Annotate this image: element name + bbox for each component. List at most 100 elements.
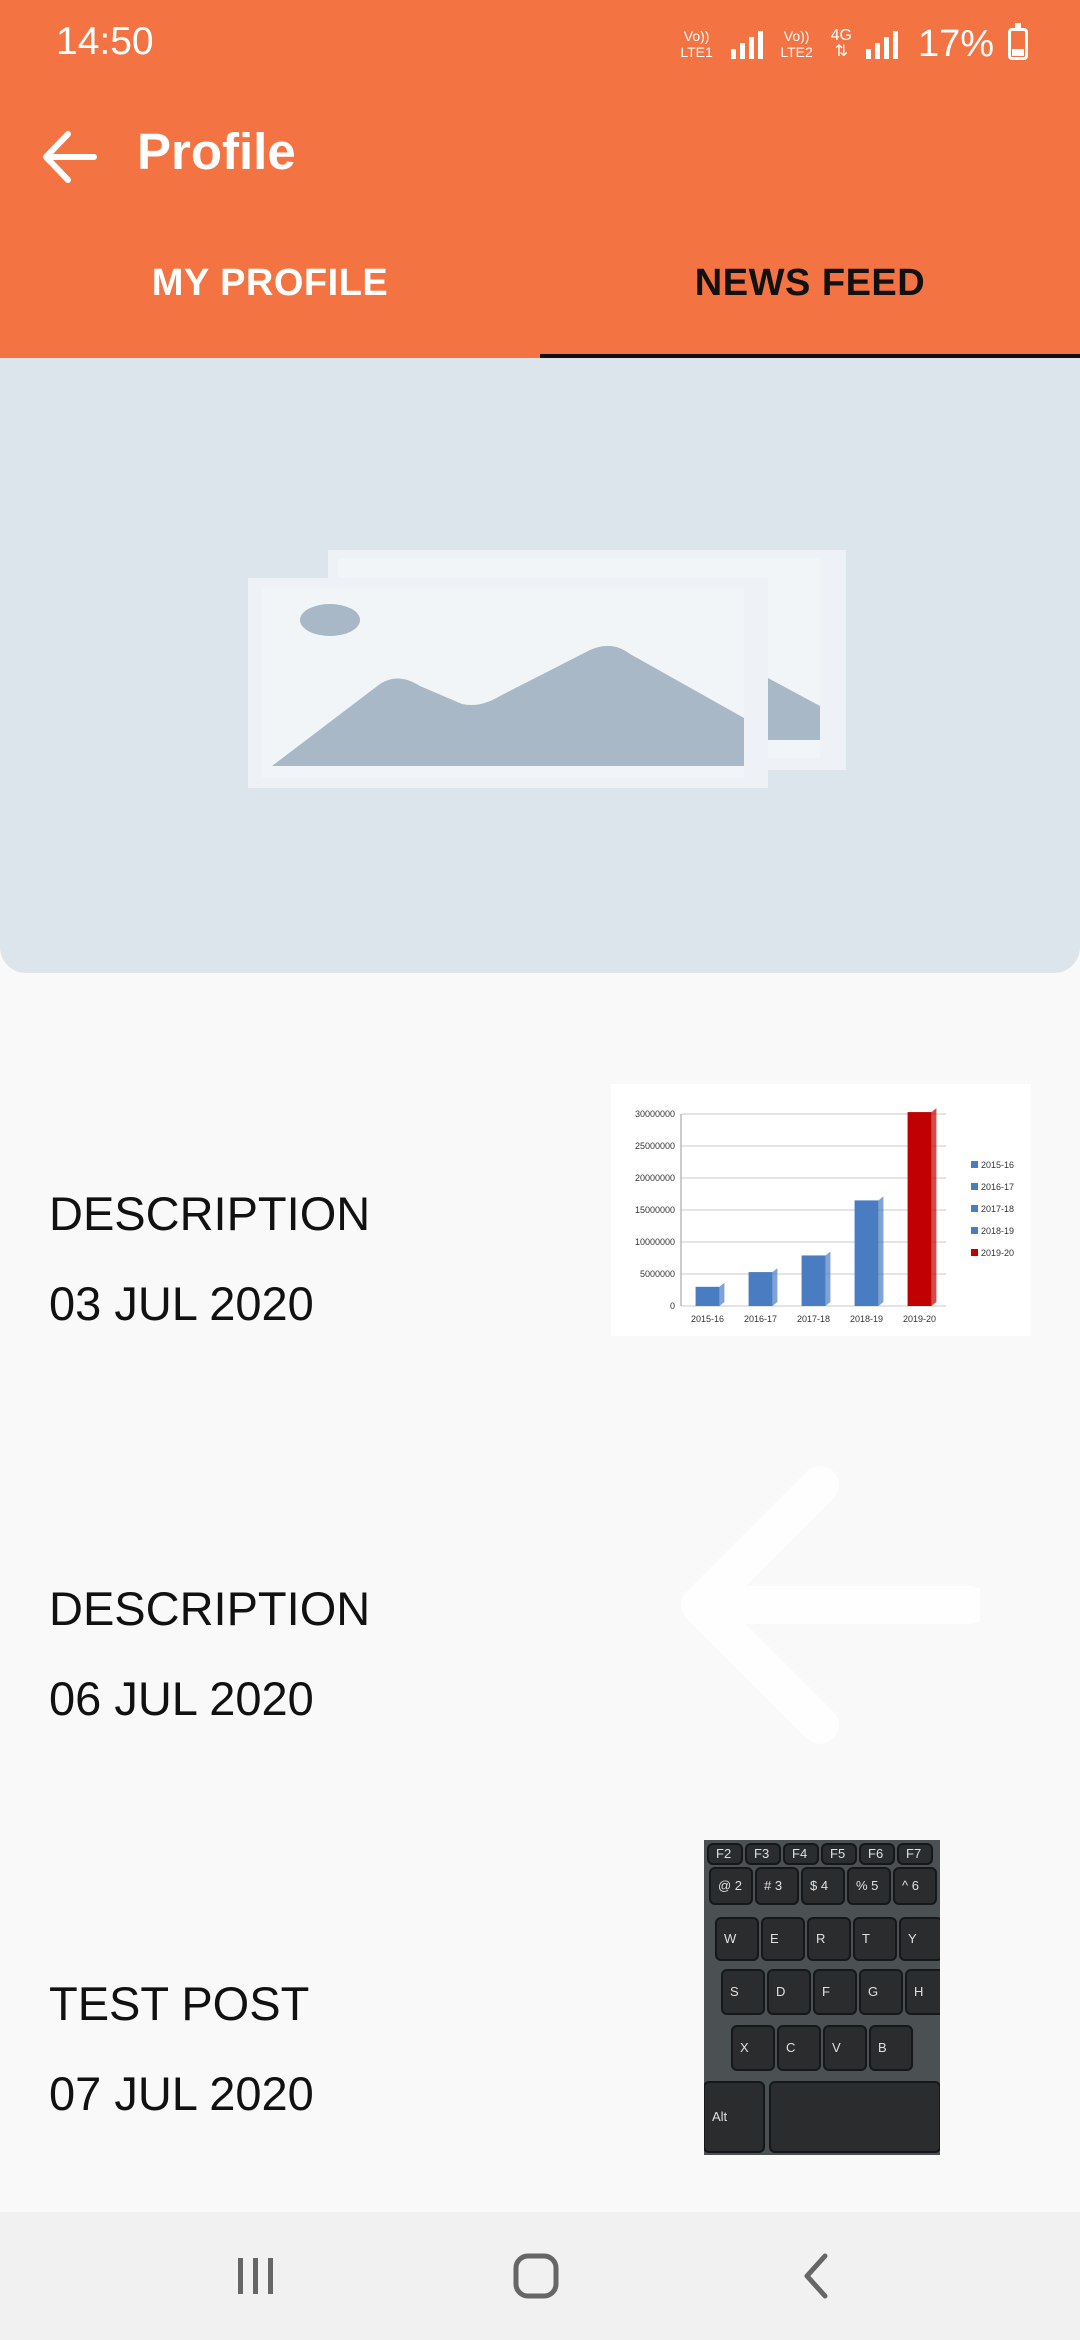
key-label: T xyxy=(862,1931,870,1946)
signal-icon xyxy=(865,29,898,59)
data-indicator: 4G ⇅ xyxy=(831,28,852,60)
keycap xyxy=(869,2025,913,2071)
keycap xyxy=(899,1917,940,1961)
x-tick-label: 2015-16 xyxy=(691,1314,724,1324)
keycap xyxy=(761,1917,805,1961)
key-label: ^ 6 xyxy=(902,1878,919,1893)
image-placeholder-icon xyxy=(248,550,846,788)
list-item[interactable]: DESCRIPTION 06 JUL 2020 xyxy=(0,1435,1080,1765)
sim2-network: Vo)) LTE2 xyxy=(777,28,817,60)
key-label: H xyxy=(914,1984,923,1999)
battery-icon xyxy=(1008,23,1028,60)
y-tick-label: 0 xyxy=(670,1301,675,1311)
status-time: 14:50 xyxy=(56,20,154,63)
key-label: S xyxy=(730,1984,739,1999)
signal-icon xyxy=(730,29,763,59)
data-arrows-icon: ⇅ xyxy=(834,43,848,60)
y-tick-label: 15000000 xyxy=(635,1205,675,1215)
keycap xyxy=(801,1867,845,1905)
legend-swatch xyxy=(971,1205,978,1212)
legend-label: 2016-17 xyxy=(981,1182,1014,1192)
keycap xyxy=(893,1867,937,1905)
sim1-network: Vo)) LTE1 xyxy=(677,28,717,60)
keycap xyxy=(777,2025,821,2071)
legend-label: 2018-19 xyxy=(981,1226,1014,1236)
keycap xyxy=(823,2025,867,2071)
x-tick-label: 2019-20 xyxy=(903,1314,936,1324)
arrow-back-icon[interactable] xyxy=(38,126,100,188)
x-tick-label: 2018-19 xyxy=(850,1314,883,1324)
key-label: C xyxy=(786,2040,795,2055)
y-tick-label: 20000000 xyxy=(635,1173,675,1183)
key-label: X xyxy=(740,2040,749,2055)
keycap xyxy=(783,1843,819,1865)
post-title: DESCRIPTION xyxy=(49,1187,371,1240)
home-icon[interactable] xyxy=(496,2242,576,2312)
battery-percent: 17% xyxy=(917,22,994,65)
legend-swatch xyxy=(971,1249,978,1256)
legend-swatch xyxy=(971,1183,978,1190)
key-label: D xyxy=(776,1984,785,1999)
keycap xyxy=(847,1867,891,1905)
key-label: B xyxy=(878,2040,887,2055)
page-title: Profile xyxy=(137,123,296,180)
keycap xyxy=(715,1917,759,1961)
key-label: F4 xyxy=(792,1846,807,1861)
key-label: F2 xyxy=(716,1846,731,1861)
key-label: # 3 xyxy=(764,1878,782,1893)
keycap xyxy=(897,1843,933,1865)
bar-chart-thumbnail[interactable]: 0 5000000 10000000 15000000 20000000 25000000… xyxy=(611,1084,1031,1336)
keycap xyxy=(731,2025,775,2071)
bar xyxy=(907,1112,932,1306)
bar xyxy=(695,1286,720,1306)
keycap xyxy=(704,2081,765,2153)
bar xyxy=(748,1272,773,1306)
bar xyxy=(801,1255,826,1306)
legend-swatch xyxy=(971,1161,978,1168)
key-label: F7 xyxy=(906,1846,921,1861)
cover-image-placeholder[interactable] xyxy=(0,358,1080,973)
y-tick-label: 5000000 xyxy=(640,1269,675,1279)
post-date: 06 JUL 2020 xyxy=(49,1672,314,1725)
bar-side xyxy=(825,1251,831,1306)
keycap xyxy=(807,1917,851,1961)
legend-label: 2015-16 xyxy=(981,1160,1014,1170)
bar-side xyxy=(878,1196,884,1306)
key-label: G xyxy=(868,1984,878,1999)
x-tick-label: 2016-17 xyxy=(744,1314,777,1324)
bar-chart: 0 5000000 10000000 15000000 20000000 25000000… xyxy=(635,1108,1014,1324)
key-label: W xyxy=(724,1931,737,1946)
post-date: 03 JUL 2020 xyxy=(49,1277,314,1330)
faded-arrow-thumbnail[interactable] xyxy=(670,1455,980,1755)
keycap xyxy=(721,1969,765,2015)
nav-back-icon[interactable] xyxy=(777,2242,857,2312)
list-item[interactable]: DESCRIPTION 03 JUL 2020 0 5000000 10000000… xyxy=(0,1040,1080,1370)
key-label: F3 xyxy=(754,1846,769,1861)
key-label: % 5 xyxy=(856,1878,878,1893)
sim2-label: Vo)) LTE2 xyxy=(780,28,813,60)
y-tick-label: 30000000 xyxy=(635,1109,675,1119)
app-bar: 14:50 Vo)) LTE1 Vo)) LTE2 4G ⇅ 17% Profi… xyxy=(0,0,1080,358)
data-label: 4G xyxy=(830,27,852,44)
key-label: Alt xyxy=(712,2109,728,2124)
keycap xyxy=(755,1867,799,1905)
keycap xyxy=(813,1969,857,2015)
legend-swatch xyxy=(971,1227,978,1234)
key-label: V xyxy=(832,2040,841,2055)
list-item[interactable]: TEST POST 07 JUL 2020 F2 F3 F4 F5 F6 F7 @ 2 # 3… xyxy=(0,1830,1080,2160)
recents-icon[interactable] xyxy=(216,2242,296,2312)
tab-my-profile[interactable]: MY PROFILE xyxy=(151,262,389,304)
keycap xyxy=(821,1843,857,1865)
key-label: Y xyxy=(908,1931,917,1946)
keycap xyxy=(745,1843,781,1865)
keycap xyxy=(769,2081,940,2153)
post-title: DESCRIPTION xyxy=(49,1582,371,1635)
bar-side xyxy=(772,1268,778,1306)
keyboard-photo-thumbnail[interactable]: F2 F3 F4 F5 F6 F7 @ 2 # 3 $ 4 % 5 ^ 6 W E R T Y S D F G H X C V… xyxy=(704,1840,940,2155)
keycap xyxy=(709,1867,753,1905)
tab-indicator xyxy=(540,354,1080,358)
key-label: @ 2 xyxy=(718,1878,742,1893)
tab-news-feed[interactable]: NEWS FEED xyxy=(694,262,926,304)
key-label: E xyxy=(770,1931,779,1946)
key-label: F6 xyxy=(868,1846,883,1861)
